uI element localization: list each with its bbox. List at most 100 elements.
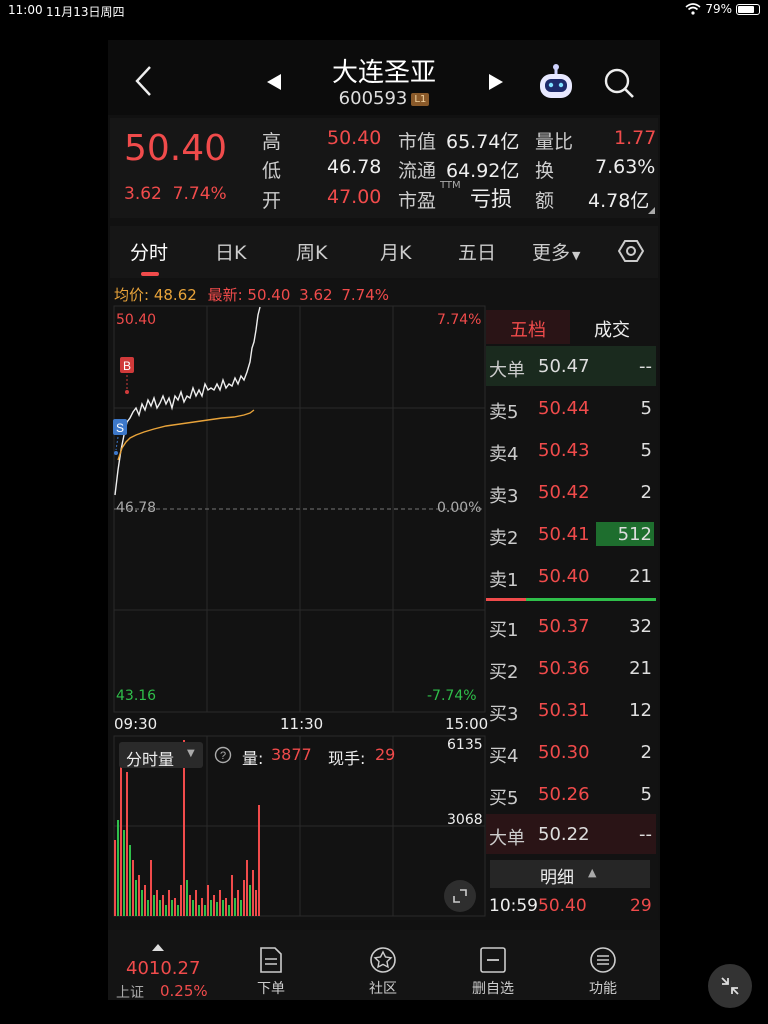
back-icon[interactable] xyxy=(132,64,154,104)
order-book: 大单 50.47 -- 卖5 50.44 5 卖4 50.43 5 卖3 50.… xyxy=(486,304,656,916)
tab-trades[interactable]: 成交 xyxy=(594,320,630,341)
volume-selector-label: 分时量 xyxy=(126,750,175,769)
sell-marker[interactable] xyxy=(113,419,127,435)
tab-more[interactable]: 更多 ▼ xyxy=(532,238,580,265)
float-label: 流通 xyxy=(398,160,437,182)
pe-ttm: TTM xyxy=(440,180,461,191)
volume-selector[interactable]: 分时量 ▼ xyxy=(119,742,203,769)
last-trade-time: 10:59 xyxy=(489,896,538,916)
bid-row[interactable]: 买4 50.30 2 xyxy=(486,732,656,772)
status-bar: 11:00 11月13日周四 79% xyxy=(0,0,768,20)
latest-change: 3.62 xyxy=(299,286,333,304)
order-button[interactable]: 下单 xyxy=(257,981,285,997)
bid-price: 50.36 xyxy=(538,658,590,679)
ask-row[interactable]: 卖1 50.40 21 xyxy=(486,556,656,596)
price-change-value: 3.62 xyxy=(124,184,162,204)
tab-five-levels-label: 五档 xyxy=(510,320,546,341)
tab-five-day[interactable]: 五日 xyxy=(458,242,497,264)
avg-label: 均价: xyxy=(114,286,150,304)
next-stock-icon[interactable] xyxy=(486,72,506,96)
robot-assistant-icon[interactable] xyxy=(536,62,576,106)
prev-stock-icon[interactable] xyxy=(264,72,284,96)
bid-row[interactable]: 买5 50.26 5 xyxy=(486,774,656,814)
open-label: 开 xyxy=(262,190,282,212)
chevron-down-icon: ▼ xyxy=(572,249,581,262)
status-time: 11:00 xyxy=(8,3,43,17)
time-mid: 11:30 xyxy=(280,715,324,733)
ask-label: 卖4 xyxy=(489,444,519,465)
bid-row[interactable]: 买1 50.37 32 xyxy=(486,606,656,646)
hand-label: 现手: xyxy=(328,749,366,768)
bid-row[interactable]: 买2 50.36 21 xyxy=(486,648,656,688)
function-button[interactable]: 功能 xyxy=(589,981,617,997)
detail-toggle[interactable]: 明细 ▲ xyxy=(490,860,650,888)
help-icon[interactable]: ? xyxy=(214,746,232,768)
chart-tabs xyxy=(110,226,658,278)
bid-row[interactable]: 买3 50.31 12 xyxy=(486,690,656,730)
community-button[interactable]: 社区 xyxy=(369,981,397,997)
detail-label: 明细 xyxy=(540,868,574,888)
last-trade-price: 50.40 xyxy=(538,896,587,916)
buy-marker-label: B xyxy=(123,359,131,373)
big-sell-label: 大单 xyxy=(489,360,525,381)
big-buy-price: 50.22 xyxy=(538,824,590,845)
active-tab-indicator xyxy=(141,272,159,276)
ask-row[interactable]: 卖3 50.42 2 xyxy=(486,472,656,512)
community-icon[interactable] xyxy=(368,946,398,974)
latest-label: 最新: xyxy=(207,286,243,304)
bid-label: 买4 xyxy=(489,746,519,767)
function-menu-icon[interactable] xyxy=(588,946,618,974)
svg-text:?: ? xyxy=(220,750,226,762)
low-value: 46.78 xyxy=(327,156,382,178)
buy-marker[interactable] xyxy=(120,357,134,373)
volume-max: 6135 xyxy=(447,737,483,753)
big-sell-vol: -- xyxy=(639,356,652,377)
ask-label: 卖2 xyxy=(489,528,519,549)
ask-row[interactable]: 卖4 50.43 5 xyxy=(486,430,656,470)
volume-ratio-label: 量比 xyxy=(535,131,574,153)
ask-row[interactable]: 卖2 50.41 512 xyxy=(486,514,656,554)
battery-percent: 79% xyxy=(705,2,732,16)
search-icon[interactable] xyxy=(602,66,636,104)
ask-price: 50.40 xyxy=(538,566,590,587)
tab-more-label: 更多 xyxy=(532,242,571,264)
bid-vol: 2 xyxy=(640,742,652,763)
remove-watchlist-icon[interactable] xyxy=(478,946,508,974)
order-icon[interactable] xyxy=(256,946,286,974)
tab-daily-k[interactable]: 日K xyxy=(215,242,247,264)
settings-hex-icon[interactable] xyxy=(617,238,645,268)
minimize-icon[interactable] xyxy=(708,964,752,1008)
intraday-chart-svg[interactable]: B S xyxy=(110,300,490,920)
ask-vol: 5 xyxy=(640,398,652,419)
remove-watchlist-button[interactable]: 删自选 xyxy=(472,981,514,997)
bid-vol: 12 xyxy=(629,700,652,721)
big-sell-price: 50.47 xyxy=(538,356,590,377)
big-buy-vol: -- xyxy=(639,824,652,845)
price-change: 3.62 7.74% xyxy=(124,184,227,204)
tab-intraday[interactable]: 分时 xyxy=(130,242,169,264)
chevron-up-icon: ▲ xyxy=(588,866,597,879)
volume-value: 3877 xyxy=(271,745,312,764)
time-start: 09:30 xyxy=(114,715,158,733)
fullscreen-icon[interactable] xyxy=(444,880,476,912)
battery-icon xyxy=(736,3,760,15)
amount-label: 额 xyxy=(535,190,555,212)
latest-value: 50.40 xyxy=(247,286,291,304)
status-date: 11月13日周四 xyxy=(46,5,125,19)
tab-monthly-k[interactable]: 月K xyxy=(380,242,412,264)
level-badge: L1 xyxy=(411,92,430,106)
hand-value: 29 xyxy=(375,745,396,764)
mktcap-label: 市值 xyxy=(398,131,437,153)
ask-price: 50.42 xyxy=(538,482,590,503)
expand-corner-icon[interactable] xyxy=(648,207,655,214)
axis-mid-price: 46.78 xyxy=(116,500,157,516)
index-value[interactable]: 4010.27 xyxy=(126,958,201,979)
ask-bid-divider-green xyxy=(526,598,656,601)
tab-weekly-k[interactable]: 周K xyxy=(296,242,328,264)
bid-vol: 32 xyxy=(629,616,652,637)
ask-row[interactable]: 卖5 50.44 5 xyxy=(486,388,656,428)
volume-label: 量: xyxy=(242,749,264,768)
tab-five-levels[interactable]: 五档 xyxy=(486,310,570,344)
bid-price: 50.30 xyxy=(538,742,590,763)
bid-vol: 5 xyxy=(640,784,652,805)
